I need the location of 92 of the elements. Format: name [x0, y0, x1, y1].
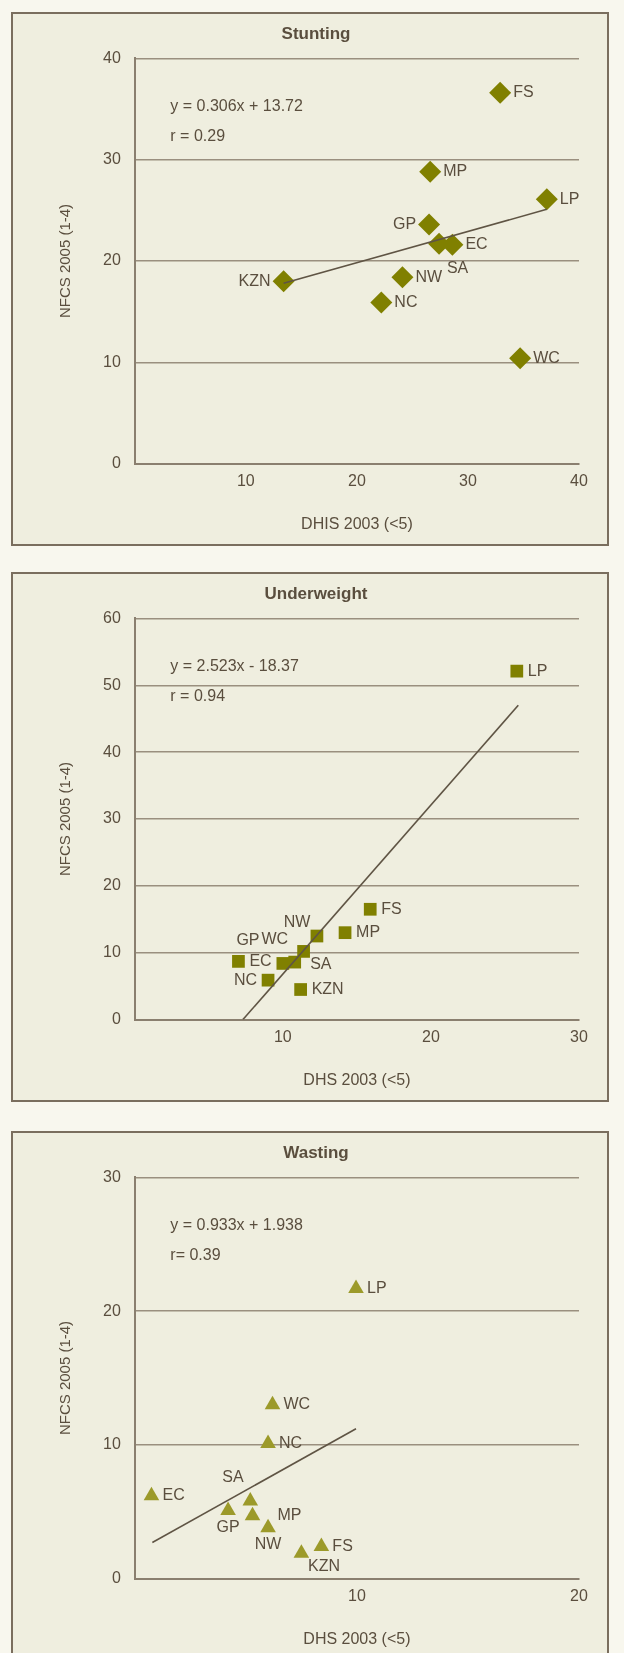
annotation: LP [559, 189, 580, 207]
annotation: WC [533, 348, 560, 366]
annotation: KZN [307, 1556, 340, 1574]
y-tick-label: 40 [103, 48, 121, 66]
y-tick-label: 30 [103, 809, 121, 827]
annotation: MP [443, 162, 468, 180]
point [276, 957, 290, 970]
point [294, 983, 307, 996]
y-tick-label: 10 [103, 352, 121, 370]
annotation: NW [415, 267, 443, 285]
y-axis-title: NFCS 2005 (1-4) [56, 203, 74, 319]
point [293, 1544, 310, 1558]
y-tick-label: 10 [103, 943, 121, 961]
point [348, 1279, 364, 1293]
point [510, 664, 524, 678]
y-tick-label: 20 [103, 251, 121, 269]
point [535, 188, 558, 211]
point [272, 270, 295, 293]
annotation: r = 0.94 [170, 686, 226, 704]
annotation: GP [236, 930, 260, 948]
x-axis-title: DHS 2003 (<5) [303, 1629, 411, 1647]
x-axis-title: DHS 2003 (<5) [303, 1070, 411, 1088]
annotation: WC [261, 929, 289, 947]
point [338, 926, 352, 940]
y-tick-label: 20 [103, 1301, 121, 1319]
annotation: FS [381, 899, 402, 917]
point [260, 1518, 276, 1533]
point [418, 213, 441, 236]
annotation: EC [162, 1486, 185, 1504]
point [370, 291, 393, 314]
x-axis-title: DHIS 2003 (<5) [301, 514, 413, 532]
point [232, 955, 245, 968]
annotation: NW [283, 913, 312, 931]
annotation: KZN [311, 979, 344, 997]
x-tick-label: 40 [570, 471, 588, 489]
annotation: FS [513, 83, 534, 101]
annotation: NC [394, 292, 418, 310]
y-tick-label: 10 [103, 1435, 121, 1453]
annotation: LP [367, 1278, 387, 1296]
point [363, 902, 377, 916]
y-axis-title: NFCS 2005 (1-4) [56, 761, 74, 877]
chart-title: Wasting [283, 1142, 349, 1162]
point [261, 973, 275, 987]
point [489, 81, 512, 104]
annotation: SA [222, 1468, 245, 1486]
annotation: EC [465, 235, 488, 253]
point [419, 160, 442, 183]
y-tick-label: 20 [103, 876, 121, 894]
point [143, 1486, 160, 1501]
point [391, 266, 414, 289]
point [509, 347, 532, 370]
point [264, 1395, 281, 1410]
x-tick-label: 30 [570, 1027, 588, 1045]
point [220, 1501, 236, 1515]
y-tick-label: 0 [111, 1569, 121, 1587]
x-tick-label: 10 [236, 471, 255, 489]
annotation: GP [216, 1517, 240, 1535]
annotation: SA [310, 954, 332, 972]
y-tick-label: 40 [103, 742, 121, 760]
point [313, 1537, 330, 1551]
y-tick-label: 30 [103, 1167, 121, 1185]
point [244, 1506, 261, 1521]
point [260, 1434, 276, 1449]
y-axis-title: NFCS 2005 (1-4) [56, 1320, 74, 1436]
y-tick-label: 0 [111, 1010, 121, 1028]
chart-title: Underweight [264, 583, 368, 603]
annotation: WC [283, 1395, 311, 1413]
annotation: y = 0.306x + 13.72 [170, 97, 303, 115]
point [242, 1492, 259, 1506]
annotation: EC [249, 951, 272, 969]
x-tick-label: 20 [348, 471, 366, 489]
x-tick-label: 10 [273, 1027, 292, 1045]
annotation: r = 0.29 [170, 127, 226, 145]
annotation: NC [233, 970, 258, 988]
annotation: LP [527, 661, 548, 679]
annotation: y = 2.523x - 18.37 [170, 656, 299, 674]
annotation: MP [356, 923, 381, 941]
chart-title: Stunting [281, 23, 351, 43]
y-tick-label: 50 [103, 675, 121, 693]
y-tick-label: 0 [111, 454, 121, 472]
annotation: GP [392, 214, 417, 232]
y-tick-label: 30 [103, 150, 121, 168]
annotation: SA [446, 259, 469, 277]
x-tick-label: 20 [422, 1027, 440, 1045]
x-tick-label: 30 [459, 471, 477, 489]
annotation: FS [332, 1536, 353, 1554]
annotation: KZN [238, 271, 271, 289]
annotation: y = 0.933x + 1.938 [170, 1215, 303, 1233]
annotation: MP [277, 1506, 302, 1524]
y-tick-label: 60 [103, 608, 121, 626]
annotation: r= 0.39 [170, 1245, 221, 1263]
annotation: NW [254, 1535, 283, 1553]
